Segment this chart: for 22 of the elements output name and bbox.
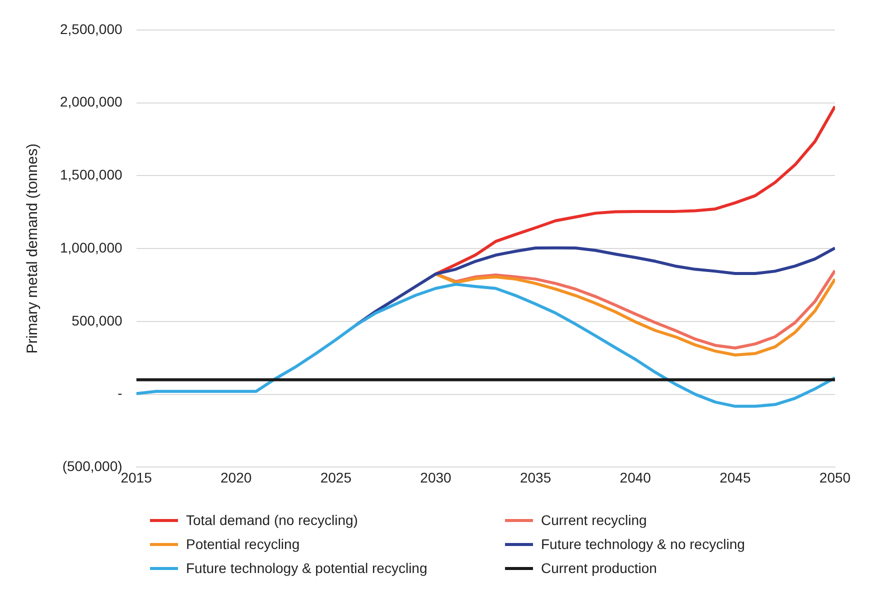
y-tick-label: 1,000,000 — [60, 239, 122, 256]
legend-label: Potential recycling — [186, 536, 300, 552]
y-tick-label: (500,000) — [62, 458, 122, 474]
x-tick-label: 2015 — [120, 469, 152, 486]
y-tick-label: 500,000 — [72, 312, 122, 328]
legend-label: Future technology & no recycling — [541, 536, 745, 552]
y-tick-label: - — [118, 385, 123, 402]
x-tick-label: 2025 — [320, 469, 352, 486]
y-tick-label: 2,500,000 — [60, 20, 122, 37]
legend-label: Future technology & potential recycling — [186, 560, 428, 576]
x-tick-label: 2045 — [720, 469, 751, 486]
legend-label: Total demand (no recycling) — [186, 512, 358, 528]
x-tick-label: 2050 — [819, 469, 851, 486]
x-tick-label: 2020 — [220, 469, 252, 486]
x-tick-label: 2030 — [420, 469, 452, 486]
y-tick-label: 2,000,000 — [60, 94, 122, 110]
y-tick-label: 1,500,000 — [60, 166, 122, 183]
x-tick-label: 2040 — [620, 469, 652, 486]
legend-label: Current recycling — [541, 512, 647, 528]
x-tick-label: 2035 — [520, 469, 552, 486]
y-axis-title: Primary metal demand (tonnes) — [24, 144, 42, 354]
legend-label: Current production — [541, 560, 657, 576]
